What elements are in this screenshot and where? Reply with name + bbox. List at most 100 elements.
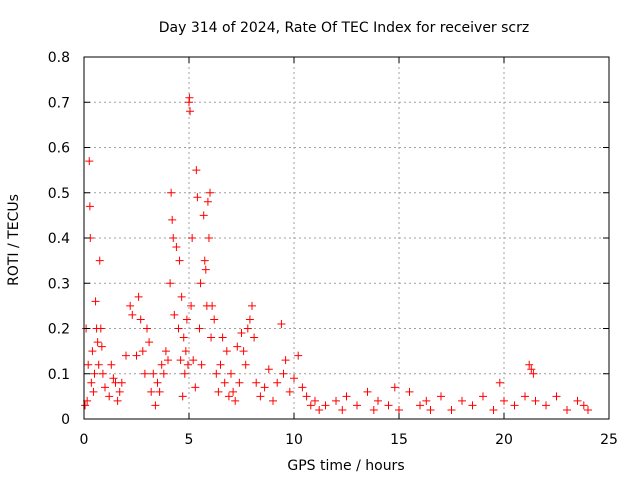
- data-point: [233, 342, 242, 351]
- data-point: [248, 301, 256, 310]
- data-points: [81, 93, 592, 414]
- data-point: [437, 392, 445, 401]
- data-point: [199, 211, 208, 220]
- y-tick-label: 0.5: [48, 186, 70, 202]
- data-point: [189, 356, 198, 365]
- data-point: [243, 324, 252, 333]
- data-point: [145, 338, 154, 347]
- data-point: [273, 378, 282, 387]
- x-tick-label: 25: [600, 432, 618, 448]
- data-point: [241, 360, 250, 369]
- data-point: [188, 234, 197, 242]
- data-point: [183, 360, 192, 369]
- data-point: [132, 351, 141, 360]
- data-point: [159, 369, 168, 378]
- y-axis-ticks: 0 0.1 0.2 0.3 0.4 0.5 0.6 0.7 0.8: [48, 50, 609, 428]
- y-tick-label: 0.2: [48, 322, 70, 338]
- y-tick-label: 0.6: [48, 141, 70, 157]
- data-point: [252, 378, 261, 387]
- data-point: [140, 369, 149, 378]
- data-point: [279, 369, 288, 378]
- data-point: [95, 256, 104, 265]
- y-tick-label: 0.4: [48, 231, 70, 247]
- data-point: [109, 374, 118, 383]
- data-point: [191, 383, 200, 392]
- data-point: [81, 401, 90, 410]
- data-point: [176, 356, 185, 365]
- data-point: [277, 319, 286, 328]
- data-point: [302, 392, 311, 401]
- data-point: [107, 360, 116, 369]
- data-point: [177, 292, 186, 301]
- data-point: [229, 387, 238, 396]
- data-point: [416, 401, 424, 410]
- data-point: [192, 166, 201, 175]
- data-point: [208, 301, 217, 310]
- data-point: [500, 396, 508, 405]
- data-point: [315, 405, 324, 414]
- data-point: [216, 360, 225, 369]
- data-point: [178, 392, 187, 401]
- data-point: [269, 396, 277, 405]
- data-point: [222, 347, 231, 356]
- data-point: [85, 157, 94, 166]
- data-point: [187, 301, 196, 310]
- data-point: [182, 315, 191, 324]
- data-point: [525, 360, 534, 369]
- chart-title: Day 314 of 2024, Rate Of TEC Index for r…: [159, 20, 529, 36]
- data-point: [170, 310, 179, 319]
- data-point: [256, 392, 265, 401]
- data-point: [96, 324, 105, 333]
- data-point: [285, 387, 294, 396]
- data-point: [91, 297, 100, 306]
- data-point: [179, 333, 188, 342]
- data-point: [203, 197, 212, 206]
- data-point: [426, 405, 435, 414]
- data-point: [479, 392, 487, 401]
- y-tick-label: 0.1: [48, 367, 70, 383]
- data-point: [422, 396, 431, 405]
- data-point: [584, 405, 592, 414]
- data-point: [117, 378, 126, 387]
- data-point: [363, 387, 372, 396]
- data-point: [143, 324, 151, 333]
- data-point: [542, 401, 550, 410]
- y-axis-label: ROTI / TECUs: [6, 194, 22, 286]
- data-point: [281, 356, 290, 365]
- data-point: [113, 396, 122, 405]
- data-point: [239, 347, 248, 356]
- data-point: [101, 383, 109, 392]
- x-tick-label: 20: [495, 432, 513, 448]
- data-point: [200, 256, 209, 265]
- data-point: [204, 234, 213, 242]
- data-point: [212, 369, 221, 378]
- data-point: [193, 193, 202, 202]
- data-point: [180, 369, 189, 378]
- data-point: [186, 107, 195, 116]
- data-point: [260, 383, 269, 392]
- data-point: [89, 387, 98, 396]
- data-point: [227, 369, 235, 378]
- data-point: [197, 360, 206, 369]
- data-point: [353, 401, 361, 410]
- data-point: [332, 396, 340, 405]
- data-point: [294, 351, 303, 360]
- data-point: [201, 265, 210, 274]
- data-point: [85, 202, 94, 211]
- data-point: [218, 333, 227, 342]
- data-point: [185, 93, 194, 102]
- data-point: [447, 405, 456, 414]
- data-point: [172, 243, 181, 252]
- data-point: [138, 347, 147, 356]
- data-point: [181, 347, 190, 356]
- data-point: [128, 310, 137, 319]
- data-point: [306, 401, 315, 410]
- data-point: [167, 188, 176, 197]
- data-point: [94, 360, 103, 369]
- data-point: [264, 365, 273, 374]
- data-point: [87, 378, 96, 387]
- data-point: [245, 315, 254, 324]
- x-axis-label: GPS time / hours: [287, 458, 404, 474]
- data-point: [126, 301, 135, 310]
